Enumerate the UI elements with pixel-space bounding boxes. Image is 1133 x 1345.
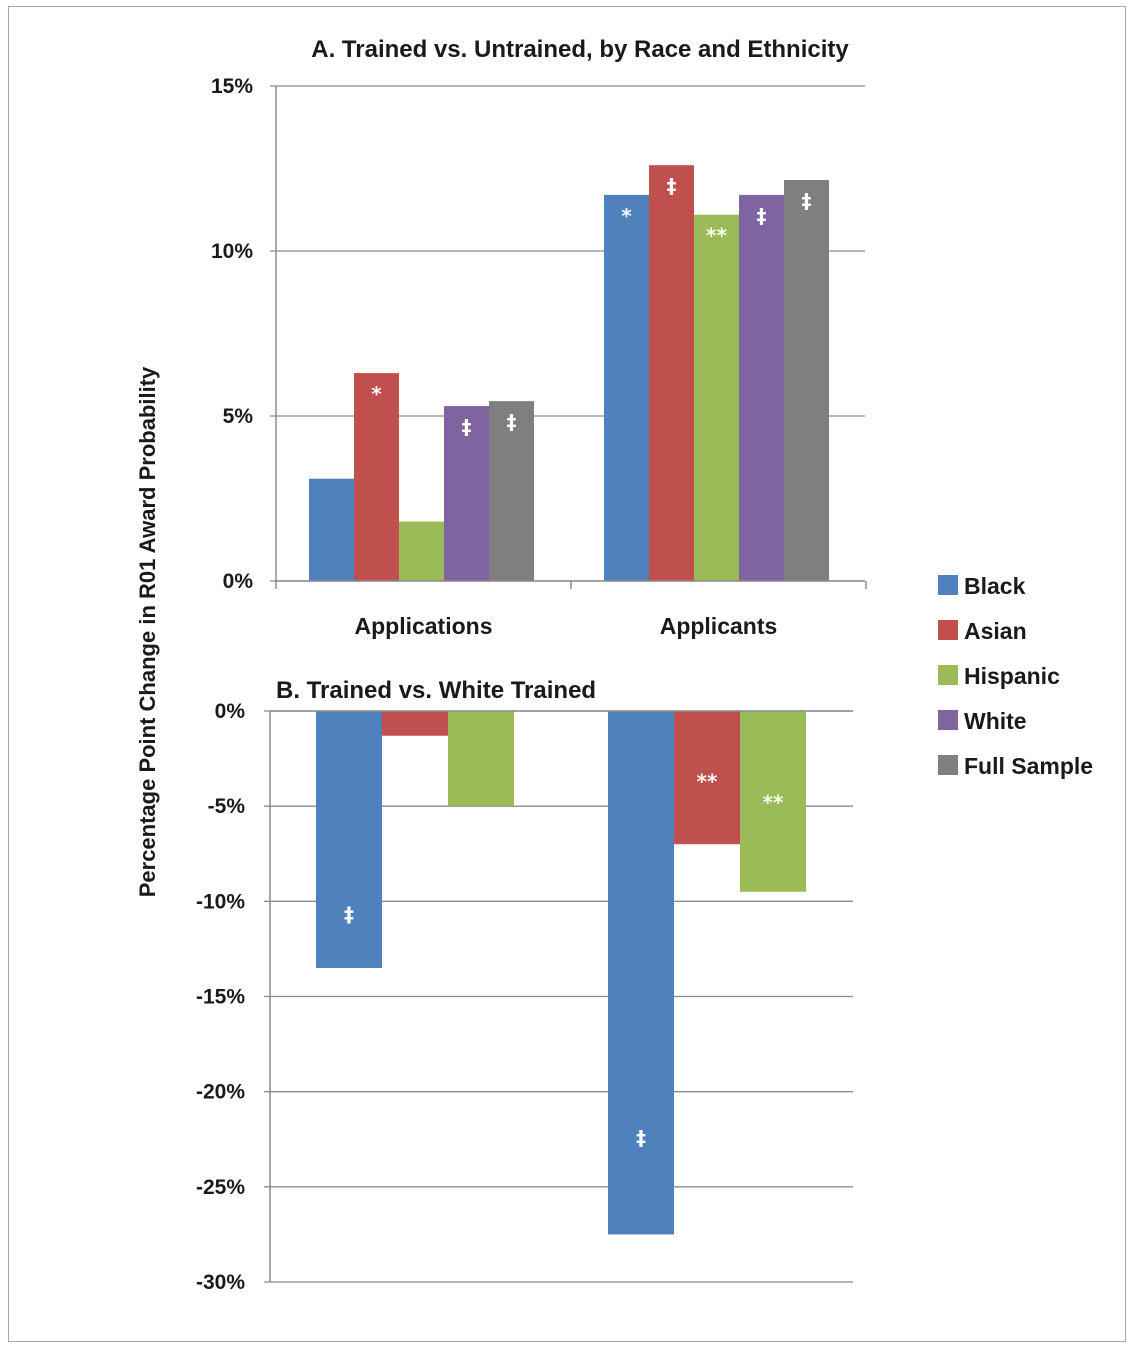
y-tick-label: 10% — [211, 240, 253, 263]
y-tick-label: -20% — [196, 1081, 245, 1104]
y-tick-label: -25% — [196, 1176, 245, 1199]
legend-label: Black — [964, 573, 1026, 599]
y-tick-label: 15% — [211, 75, 253, 98]
bar-black — [316, 711, 382, 968]
significance-mark: ‡ — [757, 204, 767, 228]
category-label: Applications — [354, 613, 492, 639]
significance-mark: ** — [706, 224, 727, 248]
significance-mark: * — [371, 382, 382, 406]
bar-hispanic — [740, 711, 806, 892]
significance-mark: ‡ — [462, 415, 472, 439]
significance-mark: ‡ — [636, 1126, 646, 1150]
panel-b: B. Trained vs. White Trained 0% -5% -10% -1… — [196, 677, 853, 1294]
bar-asian — [649, 165, 694, 581]
significance-mark: * — [621, 204, 632, 228]
bar-black — [604, 194, 649, 581]
bar-asian — [674, 711, 740, 845]
y-tick-label: -30% — [196, 1271, 245, 1294]
bar-black — [608, 711, 674, 1235]
panel-b-title: B. Trained vs. White Trained — [276, 677, 596, 704]
y-tick-label: -15% — [196, 986, 245, 1009]
y-tick-label: 5% — [223, 405, 254, 428]
bar-hispanic — [694, 214, 739, 581]
significance-mark: ‡ — [802, 189, 812, 213]
legend-swatch — [938, 710, 958, 730]
y-tick-label: 0% — [215, 700, 246, 723]
significance-mark: ** — [763, 790, 784, 814]
significance-mark: ** — [697, 769, 718, 793]
bar-asian — [354, 373, 399, 581]
y-axis-label: Percentage Point Change in R01 Award Pro… — [135, 366, 160, 897]
bar-asian — [382, 711, 448, 736]
legend-label: White — [964, 708, 1027, 734]
chart-frame — [8, 6, 1126, 1342]
bar-full-sample — [489, 401, 534, 581]
legend: Black Asian Hispanic White Full Sample — [938, 573, 1093, 779]
bar-hispanic — [448, 711, 514, 807]
legend-swatch — [938, 755, 958, 775]
legend-swatch — [938, 575, 958, 595]
bar-hispanic — [399, 521, 444, 581]
panel-a-title: A. Trained vs. Untrained, by Race and Et… — [311, 36, 849, 63]
category-label: Applicants — [660, 613, 778, 639]
legend-label: Hispanic — [964, 663, 1060, 689]
panel-a: A. Trained vs. Untrained, by Race and Et… — [211, 36, 867, 639]
y-tick-label: -10% — [196, 890, 245, 913]
y-tick-label: 0% — [223, 570, 254, 593]
legend-label: Asian — [964, 618, 1027, 644]
y-tick-label: -5% — [208, 795, 246, 818]
bar-black — [309, 478, 354, 581]
significance-mark: ‡ — [344, 903, 354, 927]
bar-white — [444, 406, 489, 581]
significance-mark: ‡ — [507, 410, 517, 434]
significance-mark: ‡ — [667, 174, 677, 198]
bar-full-sample — [784, 180, 829, 582]
bar-white — [739, 194, 784, 581]
legend-swatch — [938, 665, 958, 685]
legend-label: Full Sample — [964, 753, 1093, 779]
legend-swatch — [938, 620, 958, 640]
